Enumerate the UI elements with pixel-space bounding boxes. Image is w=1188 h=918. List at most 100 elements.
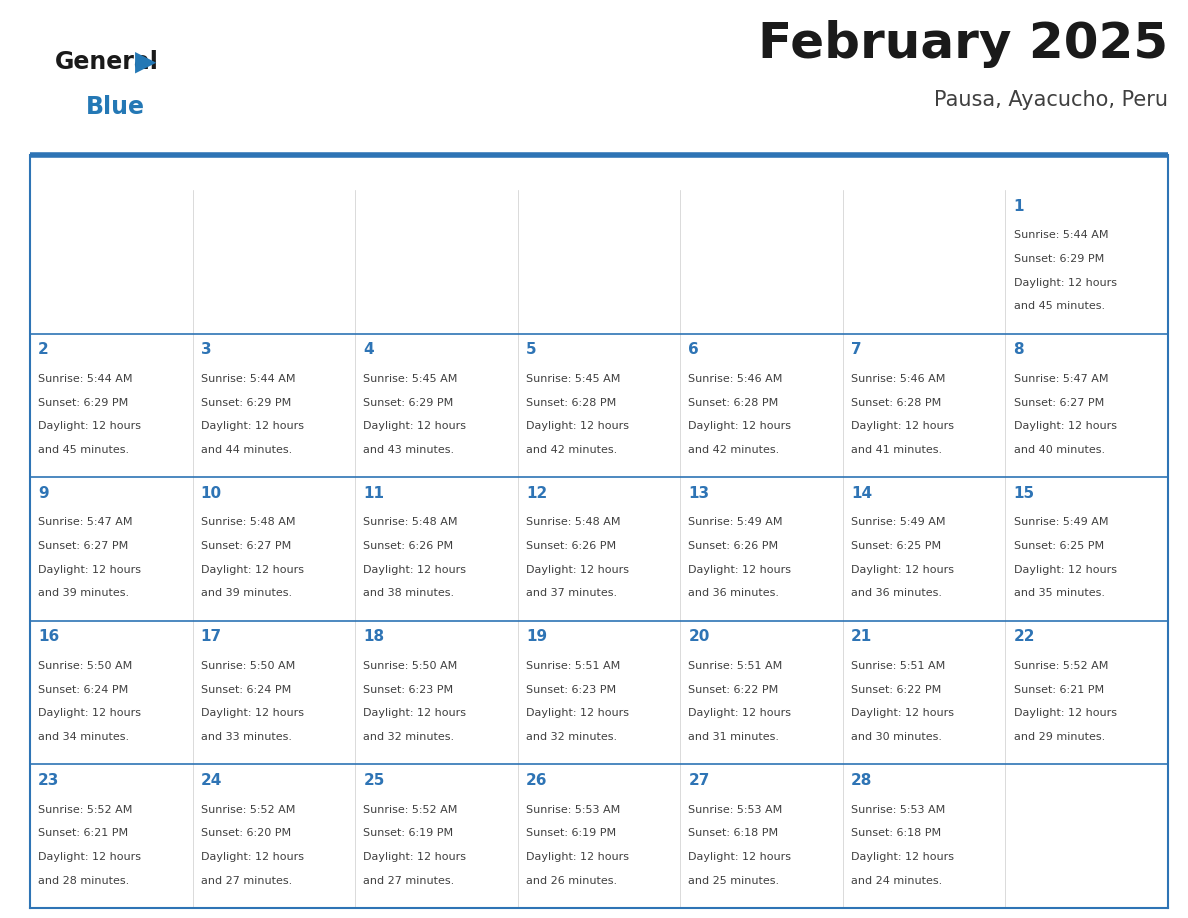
Text: 13: 13 [688,486,709,501]
Text: and 36 minutes.: and 36 minutes. [851,588,942,599]
Text: Sunrise: 5:52 AM: Sunrise: 5:52 AM [201,804,295,814]
Text: Daylight: 12 hours: Daylight: 12 hours [526,565,628,575]
Text: and 39 minutes.: and 39 minutes. [201,588,292,599]
Text: Daylight: 12 hours: Daylight: 12 hours [526,421,628,431]
Text: 5: 5 [526,342,537,357]
Text: Sunset: 6:19 PM: Sunset: 6:19 PM [364,828,454,838]
Text: Daylight: 12 hours: Daylight: 12 hours [688,565,791,575]
Text: and 27 minutes.: and 27 minutes. [364,876,455,886]
Text: Sunset: 6:25 PM: Sunset: 6:25 PM [1013,541,1104,551]
Text: and 39 minutes.: and 39 minutes. [38,588,129,599]
Text: Daylight: 12 hours: Daylight: 12 hours [201,709,304,719]
Text: 6: 6 [688,342,700,357]
Text: Sunrise: 5:46 AM: Sunrise: 5:46 AM [851,374,946,384]
Text: Daylight: 12 hours: Daylight: 12 hours [364,852,466,862]
Text: 8: 8 [1013,342,1024,357]
Text: Sunrise: 5:52 AM: Sunrise: 5:52 AM [1013,661,1108,671]
Text: Daylight: 12 hours: Daylight: 12 hours [1013,421,1117,431]
Text: Sunset: 6:21 PM: Sunset: 6:21 PM [1013,685,1104,695]
Text: 10: 10 [201,486,222,501]
Text: 24: 24 [201,773,222,788]
Text: and 33 minutes.: and 33 minutes. [201,732,292,742]
Text: and 41 minutes.: and 41 minutes. [851,445,942,455]
Text: and 44 minutes.: and 44 minutes. [201,445,292,455]
Text: Sunrise: 5:53 AM: Sunrise: 5:53 AM [851,804,946,814]
Text: Daylight: 12 hours: Daylight: 12 hours [851,852,954,862]
Text: Daylight: 12 hours: Daylight: 12 hours [688,852,791,862]
Text: Pausa, Ayacucho, Peru: Pausa, Ayacucho, Peru [934,90,1168,110]
Text: Sunrise: 5:51 AM: Sunrise: 5:51 AM [851,661,946,671]
Text: 16: 16 [38,630,59,644]
Text: 15: 15 [1013,486,1035,501]
Text: Sunrise: 5:48 AM: Sunrise: 5:48 AM [364,518,457,528]
Text: Sunrise: 5:48 AM: Sunrise: 5:48 AM [526,518,620,528]
Text: Daylight: 12 hours: Daylight: 12 hours [201,565,304,575]
Text: and 43 minutes.: and 43 minutes. [364,445,454,455]
Text: and 26 minutes.: and 26 minutes. [526,876,617,886]
Text: and 32 minutes.: and 32 minutes. [364,732,454,742]
Text: Sunrise: 5:50 AM: Sunrise: 5:50 AM [364,661,457,671]
Text: Daylight: 12 hours: Daylight: 12 hours [38,565,141,575]
Text: Daylight: 12 hours: Daylight: 12 hours [688,421,791,431]
Text: Daylight: 12 hours: Daylight: 12 hours [38,852,141,862]
Text: Sunset: 6:22 PM: Sunset: 6:22 PM [851,685,941,695]
Text: Sunrise: 5:48 AM: Sunrise: 5:48 AM [201,518,295,528]
Text: 18: 18 [364,630,385,644]
Text: 1: 1 [1013,198,1024,214]
Text: February 2025: February 2025 [758,20,1168,68]
Text: 17: 17 [201,630,222,644]
Text: Sunset: 6:29 PM: Sunset: 6:29 PM [364,397,454,408]
Text: Sunrise: 5:50 AM: Sunrise: 5:50 AM [38,661,132,671]
Text: Daylight: 12 hours: Daylight: 12 hours [851,709,954,719]
Text: Sunset: 6:24 PM: Sunset: 6:24 PM [38,685,128,695]
Text: Sunset: 6:25 PM: Sunset: 6:25 PM [851,541,941,551]
Text: Sunrise: 5:46 AM: Sunrise: 5:46 AM [688,374,783,384]
Text: Sunrise: 5:50 AM: Sunrise: 5:50 AM [201,661,295,671]
Text: Sunset: 6:23 PM: Sunset: 6:23 PM [364,685,454,695]
Text: and 42 minutes.: and 42 minutes. [688,445,779,455]
Text: Thursday: Thursday [688,165,765,180]
Text: Sunset: 6:21 PM: Sunset: 6:21 PM [38,828,128,838]
Text: Monday: Monday [201,165,265,180]
Text: 12: 12 [526,486,548,501]
Text: Sunset: 6:23 PM: Sunset: 6:23 PM [526,685,615,695]
Text: and 40 minutes.: and 40 minutes. [1013,445,1105,455]
Text: Daylight: 12 hours: Daylight: 12 hours [526,852,628,862]
Text: Wednesday: Wednesday [526,165,620,180]
Text: 28: 28 [851,773,872,788]
Text: and 37 minutes.: and 37 minutes. [526,588,617,599]
Text: and 31 minutes.: and 31 minutes. [688,732,779,742]
Text: Tuesday: Tuesday [364,165,430,180]
Text: Sunset: 6:27 PM: Sunset: 6:27 PM [201,541,291,551]
Text: and 36 minutes.: and 36 minutes. [688,588,779,599]
Text: Daylight: 12 hours: Daylight: 12 hours [1013,709,1117,719]
Text: Daylight: 12 hours: Daylight: 12 hours [201,421,304,431]
Text: Sunset: 6:28 PM: Sunset: 6:28 PM [526,397,617,408]
Text: 22: 22 [1013,630,1035,644]
Text: 19: 19 [526,630,546,644]
Text: Sunrise: 5:44 AM: Sunrise: 5:44 AM [201,374,295,384]
Text: Sunset: 6:28 PM: Sunset: 6:28 PM [851,397,941,408]
Text: 23: 23 [38,773,59,788]
Text: Sunrise: 5:52 AM: Sunrise: 5:52 AM [38,804,133,814]
Text: 20: 20 [688,630,709,644]
Text: 3: 3 [201,342,211,357]
Text: Sunrise: 5:47 AM: Sunrise: 5:47 AM [38,518,133,528]
Text: Sunset: 6:18 PM: Sunset: 6:18 PM [688,828,778,838]
Text: Sunset: 6:24 PM: Sunset: 6:24 PM [201,685,291,695]
Text: and 35 minutes.: and 35 minutes. [1013,588,1105,599]
Text: and 27 minutes.: and 27 minutes. [201,876,292,886]
Text: Daylight: 12 hours: Daylight: 12 hours [1013,565,1117,575]
Text: General: General [55,50,159,74]
Text: Sunrise: 5:47 AM: Sunrise: 5:47 AM [1013,374,1108,384]
Text: 4: 4 [364,342,374,357]
Text: ▶: ▶ [134,47,156,75]
Text: Daylight: 12 hours: Daylight: 12 hours [364,421,466,431]
Text: Daylight: 12 hours: Daylight: 12 hours [38,421,141,431]
Text: Daylight: 12 hours: Daylight: 12 hours [688,709,791,719]
Text: and 34 minutes.: and 34 minutes. [38,732,129,742]
Text: Daylight: 12 hours: Daylight: 12 hours [1013,277,1117,287]
Text: Sunset: 6:26 PM: Sunset: 6:26 PM [688,541,778,551]
Text: and 45 minutes.: and 45 minutes. [38,445,129,455]
Text: Daylight: 12 hours: Daylight: 12 hours [38,709,141,719]
